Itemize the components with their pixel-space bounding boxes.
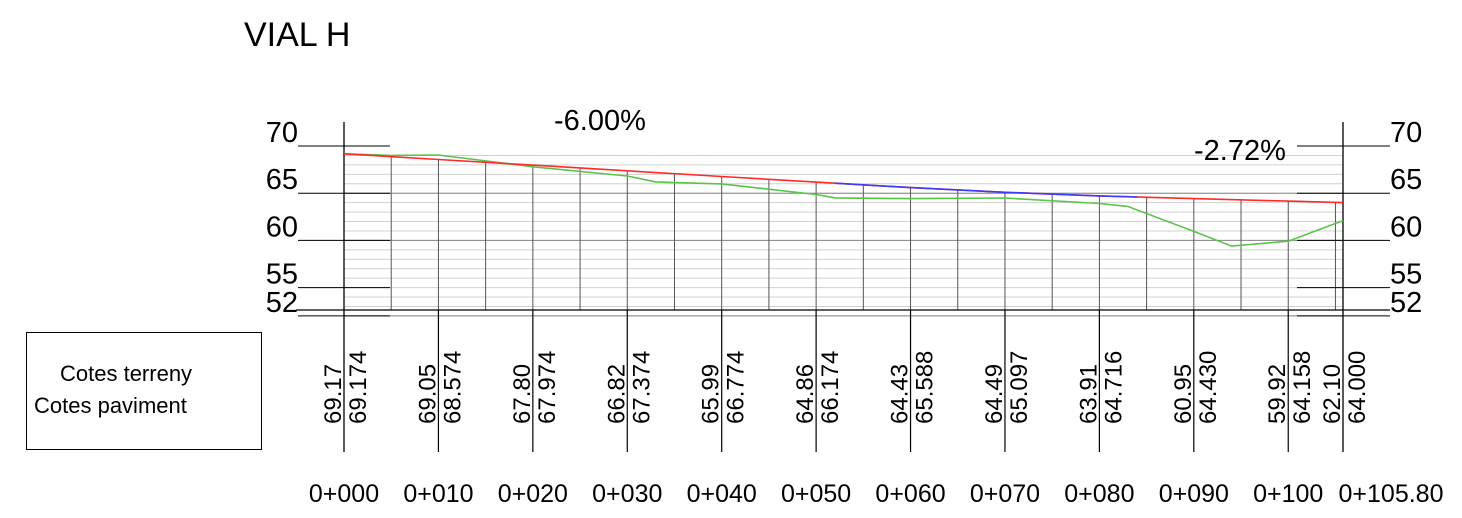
right-axis-label: 65 bbox=[1390, 164, 1422, 196]
terrain-elevation-value: 63.91 bbox=[1075, 364, 1102, 424]
left-axis-label: 52 bbox=[266, 287, 298, 319]
terrain-elevation-value: 64.43 bbox=[887, 364, 914, 424]
chainage-label: 0+080 bbox=[1064, 480, 1134, 508]
pavement-elevation-value: 64.716 bbox=[1100, 351, 1127, 424]
chainage-label: 0+070 bbox=[970, 480, 1040, 508]
chainage-label: 0+090 bbox=[1159, 480, 1229, 508]
pavement-elevation-value: 68.574 bbox=[439, 351, 466, 424]
terrain-elevation-value: 62.10 bbox=[1319, 364, 1346, 424]
grid-layer bbox=[344, 154, 1343, 317]
terrain-elevation-value: 64.86 bbox=[792, 364, 819, 424]
pavement-elevation-value: 65.097 bbox=[1006, 351, 1033, 424]
legend-box bbox=[26, 332, 262, 450]
terrain-line bbox=[343, 153, 1344, 247]
drawing-title: VIAL H bbox=[244, 16, 351, 54]
terrain-elevation-value: 65.99 bbox=[698, 364, 725, 424]
terrain-elevation-value: 59.92 bbox=[1264, 364, 1291, 424]
pavement-blue-segment bbox=[834, 182, 1138, 198]
elevation-table: 69.1769.1740+00069.0568.5740+01067.8067.… bbox=[309, 310, 1444, 508]
terrain-elevation-value: 69.17 bbox=[320, 364, 347, 424]
chainage-label: 0+030 bbox=[592, 480, 662, 508]
pavement-elevation-value: 66.774 bbox=[723, 351, 750, 424]
right-axis-label: 52 bbox=[1390, 287, 1422, 319]
chainage-label: 0+060 bbox=[875, 480, 945, 508]
pavement-elevation-value: 67.374 bbox=[628, 351, 655, 424]
left-axis-label: 70 bbox=[266, 117, 298, 149]
pavement-elevation-value: 64.158 bbox=[1289, 351, 1316, 424]
terrain-elevation-value: 69.05 bbox=[414, 364, 441, 424]
pavement-elevation-value: 69.174 bbox=[345, 351, 372, 424]
right-axis-label: 60 bbox=[1390, 211, 1422, 243]
terrain-elevation-value: 66.82 bbox=[603, 364, 630, 424]
left-axis-label: 55 bbox=[266, 259, 298, 291]
terrain-elevation-value: 64.49 bbox=[981, 364, 1008, 424]
pavement-elevation-value: 65.588 bbox=[912, 351, 939, 424]
right-axis-label: 70 bbox=[1390, 117, 1422, 149]
left-axis-label: 60 bbox=[266, 211, 298, 243]
pavement-elevation-value: 64.430 bbox=[1195, 351, 1222, 424]
legend-pavement-label: Cotes paviment bbox=[34, 393, 187, 418]
terrain-elevation-value: 67.80 bbox=[509, 364, 536, 424]
series-layer bbox=[343, 153, 1344, 247]
terrain-elevation-value: 60.95 bbox=[1170, 364, 1197, 424]
pavement-elevation-value: 64.000 bbox=[1344, 351, 1371, 424]
grade-left-label: -6.00% bbox=[554, 105, 646, 137]
chainage-label: 0+100 bbox=[1253, 480, 1323, 508]
pavement-elevation-value: 67.974 bbox=[534, 351, 561, 424]
left-axis-label: 65 bbox=[266, 164, 298, 196]
chainage-label: 0+020 bbox=[498, 480, 568, 508]
legend-terrain-label: Cotes terreny bbox=[60, 361, 193, 386]
right-axis-label: 55 bbox=[1390, 259, 1422, 291]
pavement-elevation-value: 66.174 bbox=[817, 351, 844, 424]
profile-frame bbox=[296, 122, 1390, 452]
chainage-label: 0+105.80 bbox=[1339, 480, 1444, 508]
grade-right-label: -2.72% bbox=[1194, 135, 1286, 167]
chainage-label: 0+040 bbox=[687, 480, 757, 508]
chainage-label: 0+010 bbox=[403, 480, 473, 508]
chainage-label: 0+000 bbox=[309, 480, 379, 508]
chainage-label: 0+050 bbox=[781, 480, 851, 508]
